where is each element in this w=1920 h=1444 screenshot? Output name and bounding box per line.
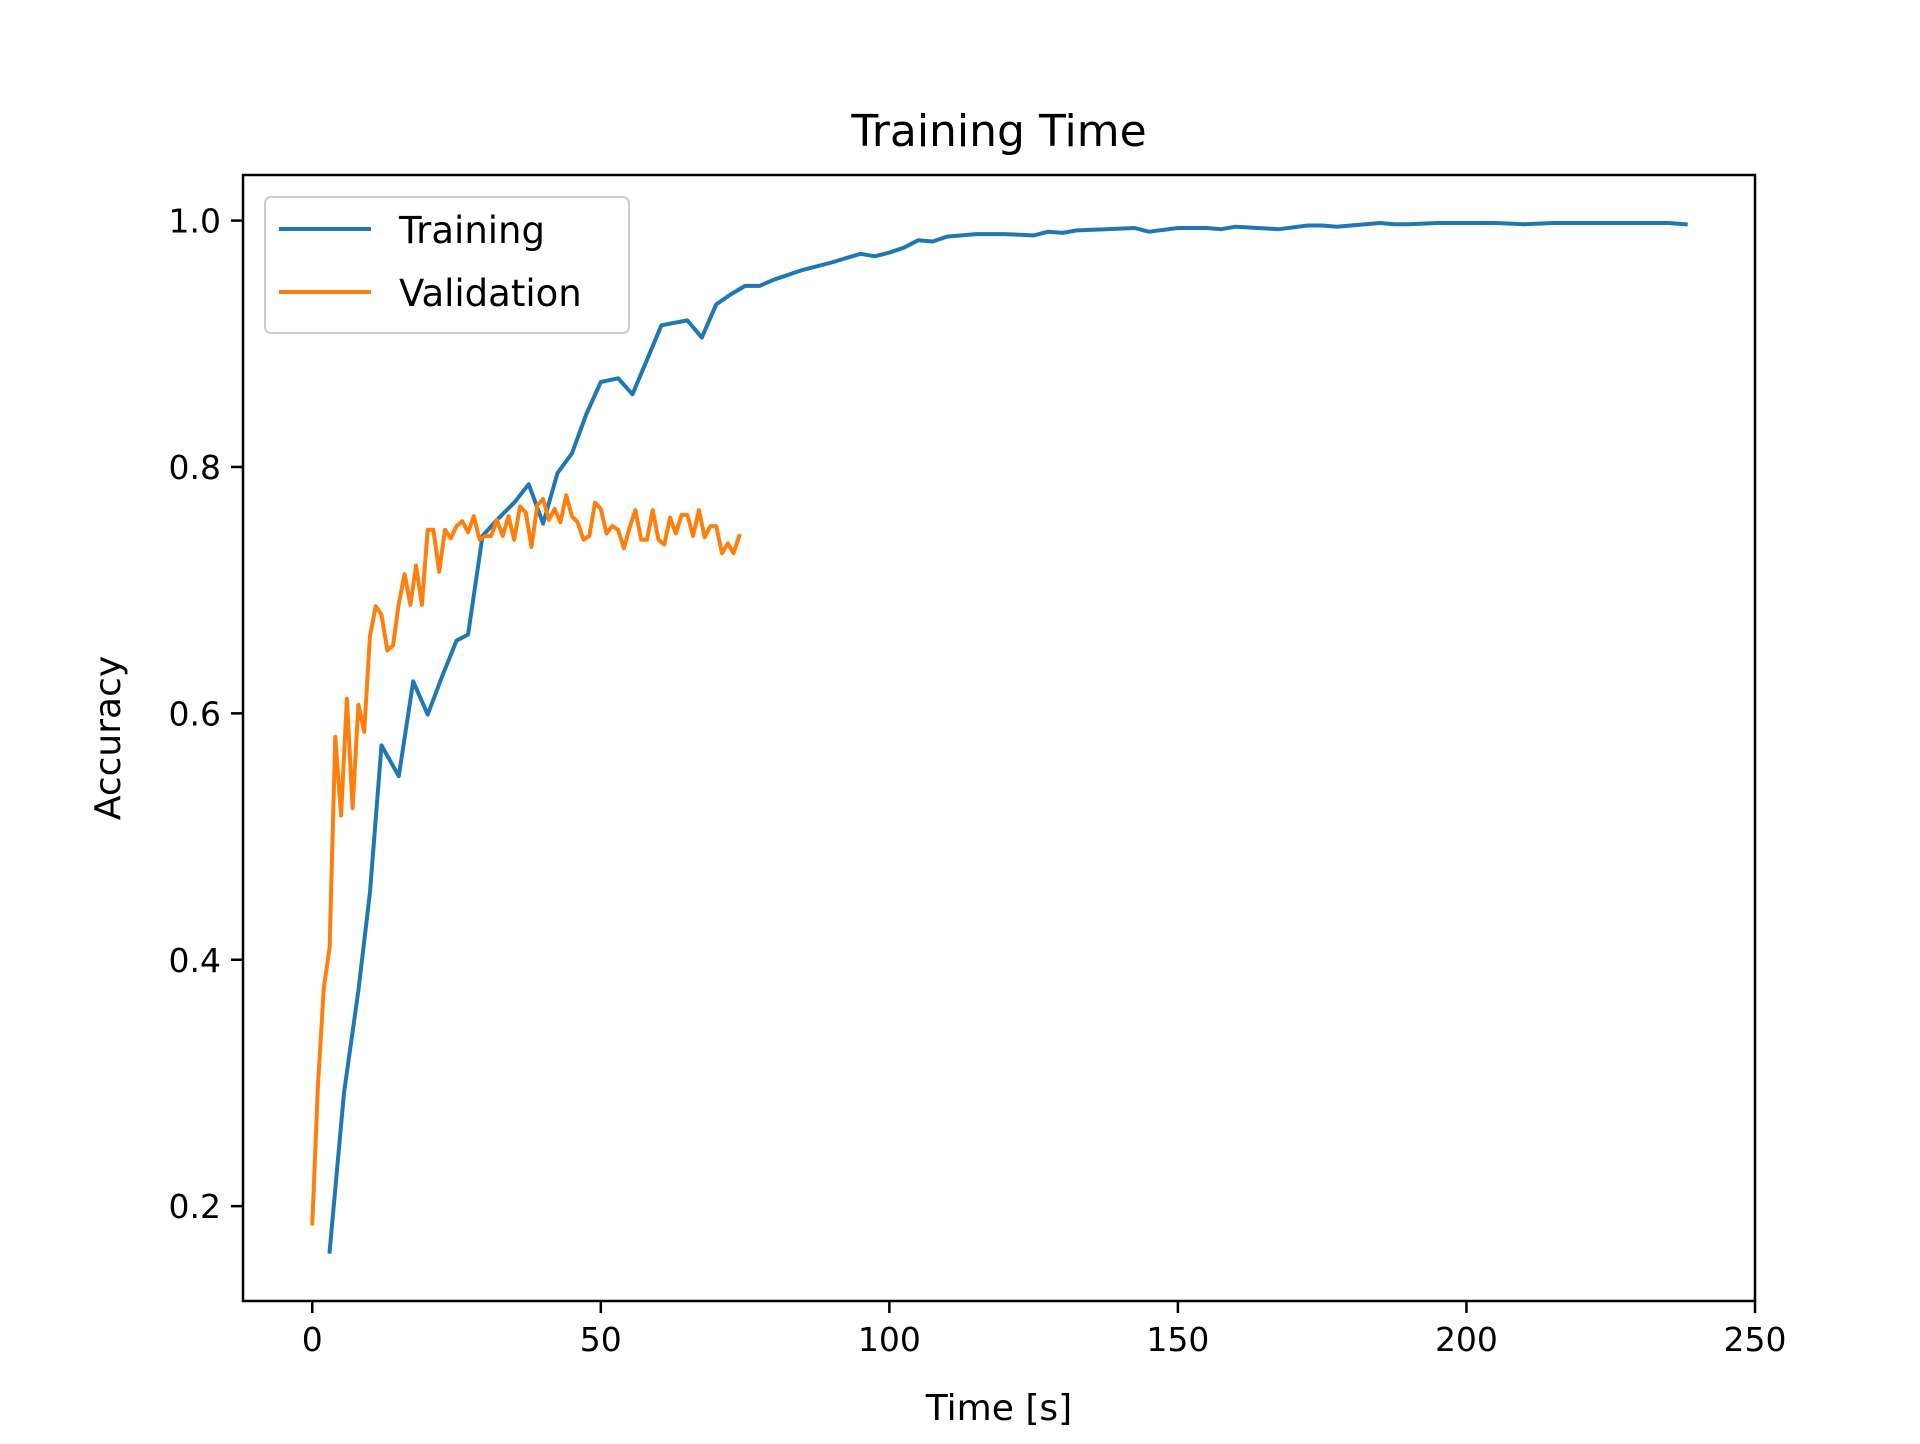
x-axis-ticks: 0 50 100 150 200 250 [302,1301,1787,1359]
x-tick-label: 250 [1724,1320,1787,1359]
x-tick-label: 150 [1146,1320,1209,1359]
x-tick-label: 50 [580,1320,622,1359]
series-line-validation [310,493,742,1226]
x-axis-label: Time [s] [925,1388,1072,1429]
y-tick-label: 1.0 [169,202,221,241]
series-line-training [327,221,1688,1254]
y-tick-label: 0.6 [169,694,221,733]
plot-area [241,173,1757,1303]
legend-label-training: Training [398,209,545,252]
y-tick-label: 0.2 [169,1187,221,1226]
x-tick-label: 200 [1435,1320,1498,1359]
y-axis-ticks: 0.2 0.4 0.6 0.8 1.0 [169,202,243,1226]
y-axis-label: Accuracy [88,656,129,820]
legend: Training Validation [264,196,630,334]
y-tick-label: 0.4 [169,941,221,980]
y-tick-label: 0.8 [169,448,221,487]
legend-label-validation: Validation [399,272,582,315]
x-tick-label: 100 [858,1320,921,1359]
x-tick-label: 0 [302,1320,323,1359]
series-lines [310,221,1688,1254]
chart-title: Training Time [850,106,1146,157]
